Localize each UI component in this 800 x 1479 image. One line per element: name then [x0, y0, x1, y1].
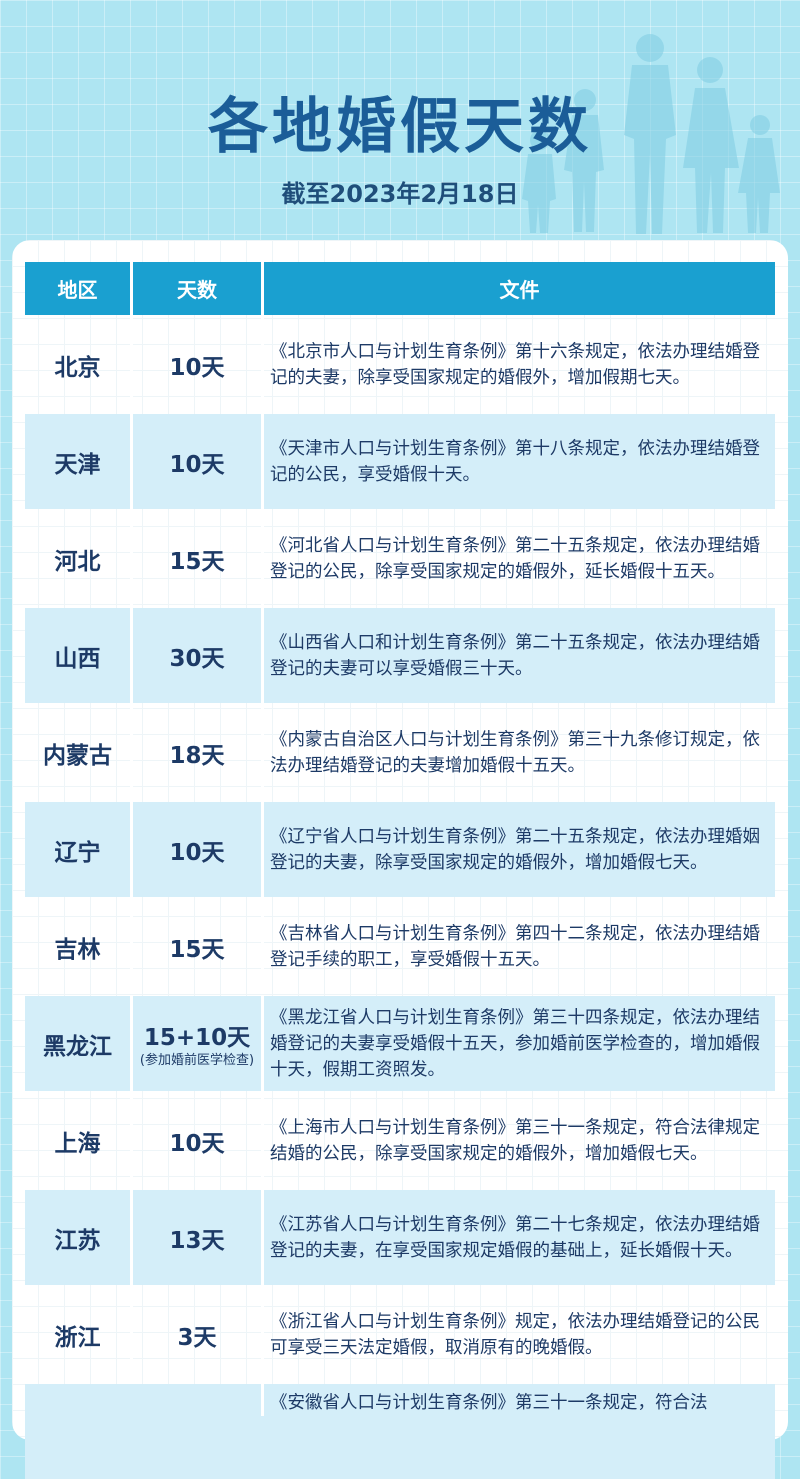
days-cell: 30天 [130, 608, 261, 703]
family-silhouette-icon [522, 34, 780, 234]
days-cell: 15天 [130, 899, 261, 994]
days-value: 15天 [169, 548, 225, 575]
page-subtitle: 截至2023年2月18日 [281, 180, 519, 208]
days-cell: 18天 [130, 705, 261, 800]
table-header: 地区 天数 文件 [25, 262, 775, 315]
table-row: 《安徽省人口与计划生育条例》第三十一条规定，符合法 [25, 1384, 775, 1479]
days-cell: 15天 [130, 511, 261, 606]
table-card: 地区 天数 文件 北京 10天 《北京市人口与计划生育条例》第十六条规定，依法办理结… [12, 240, 788, 1479]
region-cell: 内蒙古 [43, 742, 112, 769]
table-row: 辽宁 10天 《辽宁省人口与计划生育条例》第二十五条规定，依法办理婚姻登记的夫妻，除… [25, 802, 775, 897]
document-cell: 《山西省人口和计划生育条例》第二十五条规定，依法办理结婚登记的夫妻可以享受婚假三… [261, 608, 775, 703]
document-cell: 《安徽省人口与计划生育条例》第三十一条规定，符合法 [261, 1384, 775, 1416]
page-title: 各地婚假天数 [208, 92, 592, 162]
document-cell: 《内蒙古自治区人口与计划生育条例》第三十九条修订规定，依法办理结婚登记的夫妻增加… [261, 705, 775, 800]
document-cell: 《黑龙江省人口与计划生育条例》第三十四条规定，依法办理结婚登记的夫妻享受婚假十五… [261, 996, 775, 1091]
table-row: 江苏 13天 《江苏省人口与计划生育条例》第二十七条规定，依法办理结婚登记的夫妻，在… [25, 1190, 775, 1285]
days-cell: 13天 [130, 1190, 261, 1285]
days-cell: 10天 [130, 1093, 261, 1188]
region-cell: 辽宁 [54, 839, 101, 866]
document-cell: 《辽宁省人口与计划生育条例》第二十五条规定，依法办理婚姻登记的夫妻，除享受国家规… [261, 802, 775, 897]
days-value: 15天 [169, 936, 225, 963]
days-value: 30天 [169, 645, 225, 672]
region-cell: 江苏 [54, 1227, 101, 1254]
table-row: 山西 30天 《山西省人口和计划生育条例》第二十五条规定，依法办理结婚登记的夫妻可以… [25, 608, 775, 703]
region-cell: 山西 [54, 645, 101, 672]
days-cell: 10天 [130, 414, 261, 509]
table-row: 黑龙江 15+10天 (参加婚前医学检查) 《黑龙江省人口与计划生育条例》第三十四条规… [25, 996, 775, 1091]
document-cell: 《北京市人口与计划生育条例》第十六条规定，依法办理结婚登记的夫妻，除享受国家规定… [261, 317, 775, 412]
region-cell: 河北 [54, 548, 101, 575]
days-value: 10天 [169, 354, 225, 381]
days-value: 13天 [169, 1227, 225, 1254]
document-cell: 《吉林省人口与计划生育条例》第四十二条规定，依法办理结婚登记手续的职工，享受婚假… [261, 899, 775, 994]
table-row: 浙江 3天 《浙江省人口与计划生育条例》规定，依法办理结婚登记的公民可享受三天法定婚… [25, 1287, 775, 1382]
table-row: 内蒙古 18天 《内蒙古自治区人口与计划生育条例》第三十九条修订规定，依法办理结婚登… [25, 705, 775, 800]
days-value: 10天 [169, 1130, 225, 1157]
days-cell: 10天 [130, 317, 261, 412]
region-cell: 吉林 [54, 936, 101, 963]
days-cell: 10天 [130, 802, 261, 897]
days-value: 18天 [169, 742, 225, 769]
document-cell: 《江苏省人口与计划生育条例》第二十七条规定，依法办理结婚登记的夫妻，在享受国家规… [261, 1190, 775, 1285]
days-cell: 15+10天 (参加婚前医学检查) [130, 996, 261, 1091]
document-cell: 《上海市人口与计划生育条例》第三十一条规定，符合法律规定结婚的公民，除享受国家规… [261, 1093, 775, 1188]
header-days: 天数 [130, 262, 261, 315]
header-document: 文件 [261, 262, 775, 315]
table-row: 上海 10天 《上海市人口与计划生育条例》第三十一条规定，符合法律规定结婚的公民，除… [25, 1093, 775, 1188]
days-value: 10天 [169, 451, 225, 478]
region-cell: 上海 [54, 1130, 101, 1157]
document-cell: 《浙江省人口与计划生育条例》规定，依法办理结婚登记的公民可享受三天法定婚假，取消… [261, 1287, 775, 1382]
table-row: 北京 10天 《北京市人口与计划生育条例》第十六条规定，依法办理结婚登记的夫妻，除享… [25, 317, 775, 412]
days-value: 15+10天 [143, 1025, 251, 1051]
region-cell: 浙江 [54, 1324, 101, 1351]
days-value: 10天 [169, 839, 225, 866]
table-row: 河北 15天 《河北省人口与计划生育条例》第二十五条规定，依法办理结婚登记的公民，除… [25, 511, 775, 606]
days-cell: 3天 [130, 1287, 261, 1382]
table-row: 吉林 15天 《吉林省人口与计划生育条例》第四十二条规定，依法办理结婚登记手续的职工… [25, 899, 775, 994]
table-row: 天津 10天 《天津市人口与计划生育条例》第十八条规定，依法办理结婚登记的公民，享受… [25, 414, 775, 509]
region-cell: 天津 [54, 451, 101, 478]
header-region: 地区 [57, 278, 98, 302]
region-cell: 北京 [54, 354, 101, 381]
region-cell: 黑龙江 [43, 1033, 112, 1060]
days-note: (参加婚前医学检查) [139, 1053, 255, 1068]
document-cell: 《天津市人口与计划生育条例》第十八条规定，依法办理结婚登记的公民，享受婚假十天。 [261, 414, 775, 509]
document-cell: 《河北省人口与计划生育条例》第二十五条规定，依法办理结婚登记的公民，除享受国家规… [261, 511, 775, 606]
marriage-leave-table: 地区 天数 文件 北京 10天 《北京市人口与计划生育条例》第十六条规定，依法办理结… [25, 262, 775, 1479]
days-value: 3天 [177, 1324, 217, 1351]
